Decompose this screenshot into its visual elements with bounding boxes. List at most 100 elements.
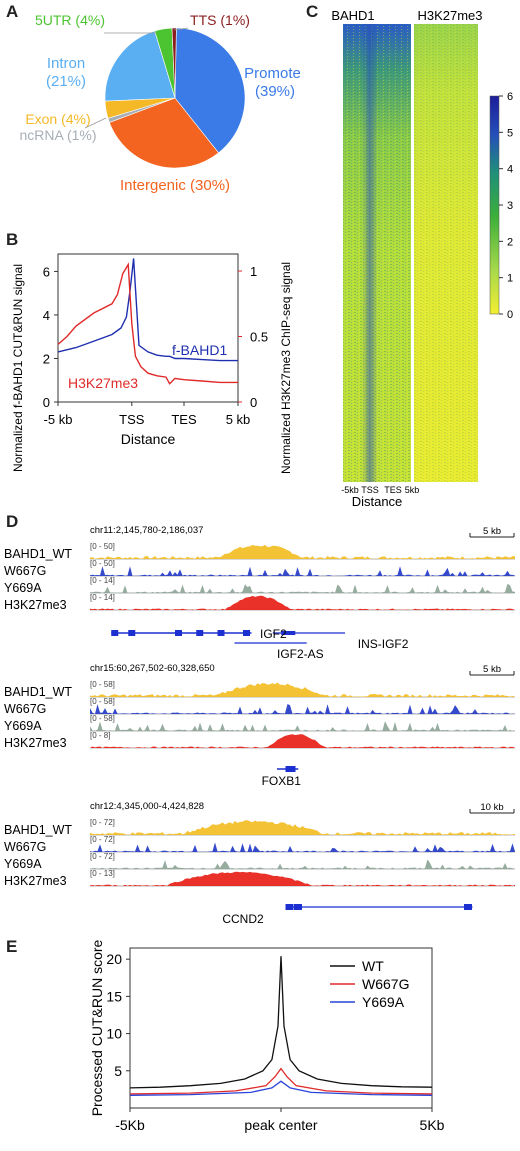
track-signal <box>90 721 515 731</box>
locus-coordinate: chr12:4,345,000-4,424,828 <box>90 801 204 812</box>
e-ytick: 15 <box>106 988 122 1004</box>
gene-label: IGF2 <box>260 627 287 641</box>
track-label: Y669A <box>4 581 42 595</box>
track-range: [0 - 13] <box>90 869 115 878</box>
track-range: [0 - 72] <box>90 852 115 861</box>
pie-label: TTS (1%) <box>190 12 250 28</box>
heatmap-col-bahd1: BAHD1 <box>331 8 374 23</box>
e-legend-label: W667G <box>362 976 409 992</box>
e-ytick: 10 <box>106 1026 122 1042</box>
heatmap-xtick: TES <box>384 485 402 495</box>
b-ytick-right: 0.5 <box>250 330 268 345</box>
b-ylabel-right: Normalized H3K27me3 ChIP-seq signal <box>279 262 293 474</box>
b-series-line <box>57 262 238 385</box>
e-series-line <box>129 1067 433 1095</box>
pie-label: 5UTR (4%) <box>35 12 105 28</box>
e-legend-label: Y669A <box>362 994 405 1010</box>
e-series-line <box>129 1080 433 1096</box>
pie-label: Promoter (39%) <box>244 65 300 100</box>
pie-label: Exon (4%) <box>25 111 90 127</box>
colorbar-tick: 5 <box>507 127 513 139</box>
pie-slice <box>171 27 177 99</box>
track-range: [0 - 50] <box>90 559 115 568</box>
b-series-line <box>57 258 238 362</box>
track-signal <box>90 595 515 610</box>
heatmap-c: BAHD1 H3K27me3 0 1 2 3 4 5 6 -5kb TSS TES 5kb Dis… <box>331 8 513 509</box>
colorbar-tick: 3 <box>507 200 513 212</box>
track-signal <box>90 734 515 748</box>
e-xtick: peak center <box>244 1117 317 1133</box>
scale-bar-label: 5 kb <box>483 526 501 537</box>
track-range: [0 - 14] <box>90 576 115 585</box>
panel-letter-b: B <box>6 230 19 249</box>
pie-slice <box>174 27 246 154</box>
track-range: [0 - 72] <box>90 835 115 844</box>
gene-label: CCND2 <box>222 912 264 925</box>
track-range: [0 - 8] <box>90 731 110 740</box>
track-signal <box>90 682 515 697</box>
aggregate-chart-e: 5 10 15 20 -5Kb peak center 5Kb Processed CUT&R… <box>89 940 445 1133</box>
panel-letter-a: A <box>6 2 19 21</box>
track-range: [0 - 58] <box>90 697 115 706</box>
panel-letter-d: D <box>6 512 19 531</box>
e-xtick: -5Kb <box>115 1117 145 1133</box>
pie-chart-a: Promoter (39%) Intergenic (30%) ncRNA (1%)E… <box>19 12 300 194</box>
b-ytick-left: 4 <box>43 308 50 323</box>
track-range: [0 - 58] <box>90 680 115 689</box>
pie-label: Intergenic (30%) <box>120 177 230 194</box>
track-signal <box>90 566 515 576</box>
track-signal <box>90 842 515 852</box>
e-ylabel: Processed CUT&RUN score <box>89 940 105 1116</box>
e-ytick: 5 <box>114 1063 122 1079</box>
track-label: H3K27me3 <box>4 874 67 888</box>
pie-slice <box>109 97 219 169</box>
b-xlabel: Distance <box>121 431 176 447</box>
pie-label: Intron (21%) <box>46 55 86 90</box>
track-signal <box>90 583 515 593</box>
track-range: [0 - 72] <box>90 818 115 827</box>
e-legend-label: WT <box>362 958 384 974</box>
track-label: Y669A <box>4 857 42 871</box>
track-signal <box>90 871 515 886</box>
b-xtick: TES <box>171 412 197 427</box>
track-signal <box>90 859 515 869</box>
track-signal <box>90 544 515 559</box>
track-range: [0 - 50] <box>90 542 115 551</box>
b-ytick-left: 0 <box>43 395 50 410</box>
e-series-line <box>129 956 433 1089</box>
b-series-label: H3K27me3 <box>68 375 138 391</box>
colorbar-tick: 1 <box>507 273 513 285</box>
profile-chart-b: 0 2 4 6 0 0.5 1 -5 kb TSS TES 5 kb Distance Normaliz… <box>11 253 293 474</box>
b-series-label: f-BAHD1 <box>172 342 227 358</box>
track-label: H3K27me3 <box>4 736 67 750</box>
heatmap-xlabel: Distance <box>352 494 403 509</box>
gene-label: INS-IGF2 <box>358 637 409 651</box>
b-ytick-right: 1 <box>250 264 257 279</box>
e-ytick: 20 <box>106 951 122 967</box>
heatmap-xtick: 5kb <box>405 485 420 495</box>
colorbar-tick: 6 <box>507 91 513 103</box>
b-xtick: -5 kb <box>44 412 73 427</box>
scale-bar-label: 10 kb <box>480 802 503 813</box>
b-xtick: TSS <box>119 412 145 427</box>
b-ytick-right: 0 <box>250 395 257 410</box>
colorbar <box>489 95 500 315</box>
colorbar-tick: 0 <box>507 309 513 321</box>
track-range: [0 - 58] <box>90 714 115 723</box>
track-label: BAHD1_WT <box>4 685 72 699</box>
gene-label: FOXB1 <box>262 774 302 788</box>
track-signal <box>90 820 515 835</box>
heatmap-xtick: TSS <box>361 485 379 495</box>
b-ytick-left: 6 <box>43 264 50 279</box>
panel-letter-c: C <box>306 2 319 21</box>
b-xtick: 5 kb <box>226 412 251 427</box>
track-label: Y669A <box>4 719 42 733</box>
colorbar-tick: 4 <box>507 164 513 176</box>
heatmap-xtick: -5kb <box>341 485 359 495</box>
heatmap-col-h3k27me3: H3K27me3 <box>417 8 482 23</box>
track-signal <box>90 704 515 714</box>
gene-label: IGF2-AS <box>277 647 324 661</box>
track-label: W667G <box>4 564 46 578</box>
b-ylabel-left: Normalized f-BAHD1 CUT&RUN signal <box>11 264 25 472</box>
track-label: W667G <box>4 840 46 854</box>
